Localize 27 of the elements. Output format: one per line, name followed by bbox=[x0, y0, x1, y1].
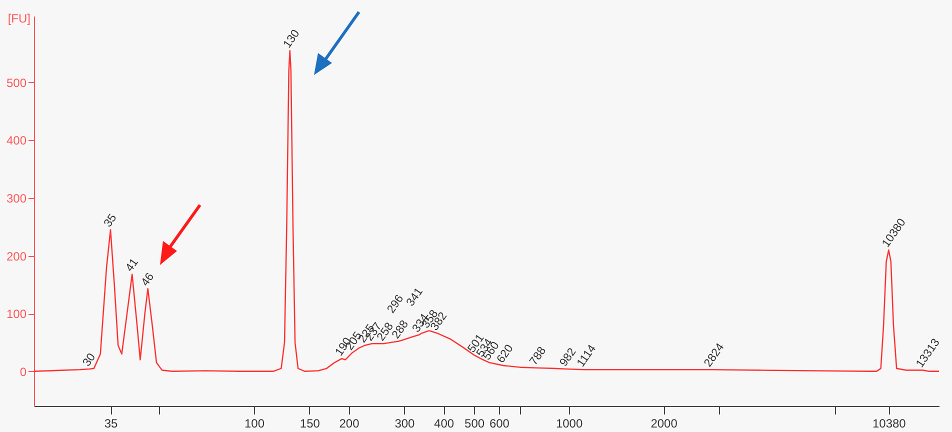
x-tick-label: 35 bbox=[104, 416, 118, 430]
annotation: 130 bbox=[281, 28, 302, 50]
annotation: 35 bbox=[102, 212, 120, 230]
y-axis-title: [FU] bbox=[8, 12, 30, 26]
x-tick-label: 10380 bbox=[872, 416, 906, 430]
x-tick-label: 100 bbox=[244, 416, 265, 430]
x-tick-label: 200 bbox=[339, 416, 360, 430]
x-tick-label: 400 bbox=[434, 416, 454, 430]
y-tick-label: 200 bbox=[6, 249, 27, 264]
x-tick-label: 2000 bbox=[650, 416, 678, 430]
y-tick-label: 300 bbox=[6, 192, 27, 206]
x-tick-label: 150 bbox=[300, 416, 320, 430]
y-tick-label: 400 bbox=[6, 134, 27, 148]
annotation: 788 bbox=[528, 345, 549, 368]
annotation: 46 bbox=[139, 271, 157, 288]
annotation: 296 bbox=[385, 292, 406, 316]
x-tick-label: 1000 bbox=[556, 416, 583, 430]
x-tick-label: 600 bbox=[489, 416, 510, 430]
annotation: 41 bbox=[124, 256, 141, 274]
annotation: 341 bbox=[404, 286, 426, 309]
x-tick-label: 300 bbox=[394, 416, 416, 430]
y-tick-label: 100 bbox=[6, 307, 27, 322]
y-tick-label: 500 bbox=[6, 76, 27, 90]
y-tick-label: 0 bbox=[20, 364, 27, 379]
annotation: 982 bbox=[558, 346, 579, 369]
annotation: 30 bbox=[80, 351, 98, 369]
x-tick-label: 500 bbox=[464, 416, 485, 430]
